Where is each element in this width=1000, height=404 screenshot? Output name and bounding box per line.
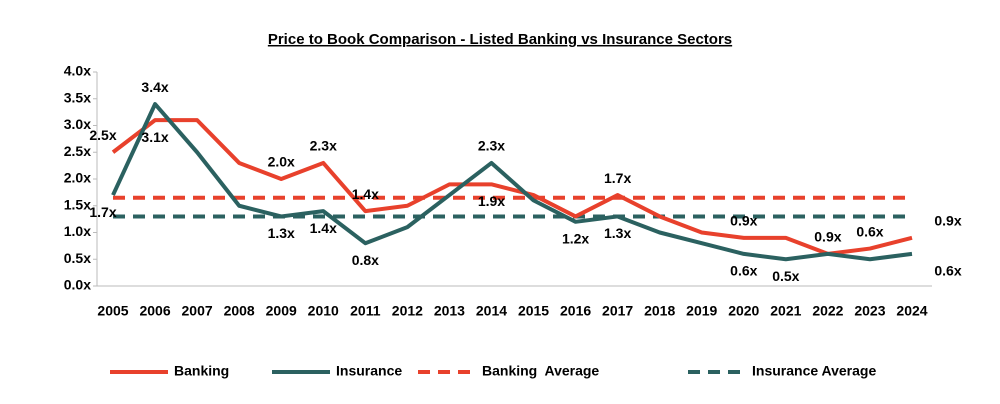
- chart-title: Price to Book Comparison - Listed Bankin…: [268, 31, 732, 48]
- x-tick-label: 2014: [476, 303, 507, 319]
- data-label: 0.9x: [814, 229, 841, 245]
- x-tick-label: 2016: [560, 303, 591, 319]
- data-label: 1.2x: [562, 231, 589, 247]
- x-tick-label: 2022: [812, 303, 843, 319]
- x-tick-label: 2021: [770, 303, 801, 319]
- y-tick-label: 0.0x: [64, 277, 91, 293]
- x-tick-label: 2010: [308, 303, 339, 319]
- y-tick-label: 1.0x: [64, 223, 91, 239]
- data-label: 3.4x: [141, 79, 168, 95]
- data-label: 2.5x: [89, 127, 116, 143]
- legend-label: Insurance: [336, 363, 402, 379]
- data-label: 0.6x: [856, 223, 883, 239]
- data-label: 0.9x: [730, 213, 757, 229]
- y-tick-label: 3.5x: [64, 89, 91, 105]
- x-tick-label: 2012: [392, 303, 423, 319]
- legend-label: Banking: [174, 363, 229, 379]
- x-tick-label: 2019: [686, 303, 717, 319]
- data-label: 0.6x: [934, 263, 961, 279]
- series-line: [111, 102, 913, 262]
- x-tick-label: 2006: [139, 303, 170, 319]
- legend-label: Banking Average: [482, 363, 599, 379]
- y-tick-label: 1.5x: [64, 196, 91, 212]
- data-label: 1.4x: [352, 186, 379, 202]
- y-tick-label: 2.5x: [64, 143, 91, 159]
- y-tick-label: 2.0x: [64, 170, 91, 186]
- data-label: 1.9x: [478, 193, 505, 209]
- legend-label: Insurance Average: [752, 363, 876, 379]
- x-tick-label: 2009: [266, 303, 297, 319]
- x-tick-label: 2024: [896, 303, 927, 319]
- data-label: 2.3x: [310, 138, 337, 154]
- data-label: 2.3x: [478, 138, 505, 154]
- y-tick-label: 4.0x: [64, 63, 91, 79]
- data-label: 0.5x: [772, 268, 799, 284]
- data-label: 1.3x: [604, 225, 631, 241]
- data-label: 1.7x: [604, 170, 631, 186]
- x-tick-label: 2011: [350, 303, 381, 319]
- x-tick-label: 2013: [434, 303, 465, 319]
- data-label: 1.3x: [268, 225, 295, 241]
- x-tick-label: 2023: [854, 303, 885, 319]
- data-label: 0.8x: [352, 252, 379, 268]
- x-tick-label: 2007: [182, 303, 213, 319]
- x-tick-label: 2005: [97, 303, 128, 319]
- series-line: [111, 118, 913, 256]
- data-label: 0.6x: [730, 263, 757, 279]
- data-label: 2.0x: [268, 154, 295, 170]
- data-label: 1.4x: [310, 220, 337, 236]
- y-tick-label: 0.5x: [64, 250, 91, 266]
- data-label: 1.7x: [89, 204, 116, 220]
- x-tick-label: 2017: [602, 303, 633, 319]
- y-tick-label: 3.0x: [64, 116, 91, 132]
- x-tick-label: 2015: [518, 303, 549, 319]
- data-label: 3.1x: [141, 129, 168, 145]
- x-tick-label: 2018: [644, 303, 675, 319]
- data-label: 0.9x: [934, 213, 961, 229]
- x-tick-label: 2020: [728, 303, 759, 319]
- x-tick-label: 2008: [224, 303, 255, 319]
